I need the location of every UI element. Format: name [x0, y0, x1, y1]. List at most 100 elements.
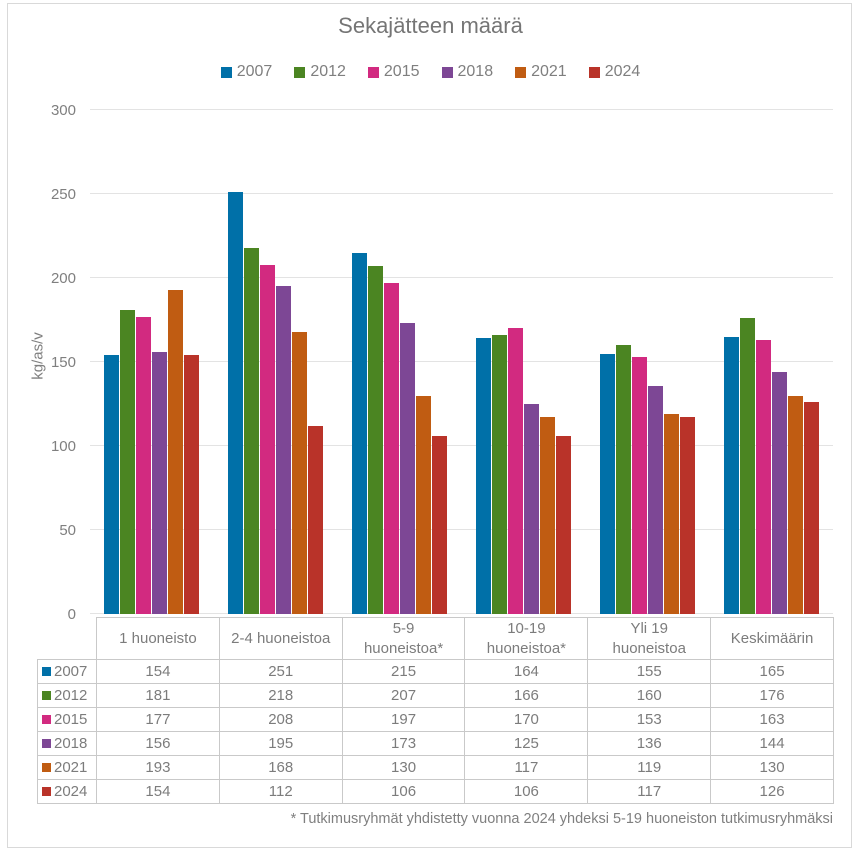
- table-corner-cell: [38, 618, 97, 660]
- bar-2015: [507, 328, 523, 614]
- y-tick-label-50: 50: [59, 522, 76, 539]
- legend-swatch-icon: [220, 66, 232, 78]
- table-row-2018: 2018 156 195 173 125 136 144: [37, 731, 834, 756]
- bar-2021: [416, 396, 432, 614]
- bar-2012: [244, 248, 260, 614]
- value-cell: 156: [96, 731, 220, 756]
- legend-swatch-icon: [294, 66, 306, 78]
- year-cell-2024: 2024: [37, 779, 97, 804]
- legend-item-2007: 2007: [220, 63, 273, 81]
- bar-2012: [120, 310, 136, 614]
- legend-label: 2021: [531, 63, 567, 80]
- year-swatch-icon: [42, 715, 51, 724]
- year-swatch-icon: [42, 763, 51, 772]
- legend-item-2012: 2012: [294, 63, 346, 81]
- gridline-200: [90, 277, 833, 278]
- value-cell: 168: [218, 755, 343, 780]
- category-header-2: 2-4 huoneistoa: [218, 617, 343, 660]
- bar-2015: [384, 283, 400, 614]
- value-cell: 112: [218, 779, 343, 804]
- value-cell: 117: [587, 779, 712, 804]
- value-cell: 126: [710, 779, 834, 804]
- value-cell: 155: [587, 659, 712, 684]
- gridline-0: [90, 613, 833, 614]
- bar-groups: [90, 110, 833, 614]
- bar-2024: [555, 436, 571, 614]
- legend-label: 2007: [236, 63, 273, 80]
- year-label: 2015: [54, 711, 88, 728]
- bar-2012: [491, 335, 507, 614]
- gridline-150: [90, 361, 833, 362]
- bar-2015: [755, 340, 771, 614]
- year-cell-2018: 2018: [37, 731, 97, 756]
- y-tick-label-300: 300: [50, 102, 76, 119]
- bar-group-1: [90, 110, 214, 614]
- value-cell: 165: [710, 659, 834, 684]
- bar-2015: [260, 265, 276, 614]
- bar-2018: [276, 286, 292, 614]
- y-tick-label-200: 200: [50, 270, 76, 287]
- y-tick-label-100: 100: [50, 438, 76, 455]
- legend-swatch-icon: [367, 66, 379, 78]
- chart-title: Sekajätteen määrä: [338, 13, 523, 38]
- bar-2007: [475, 338, 491, 614]
- legend-label: 2024: [604, 63, 641, 80]
- legend-item-2015: 2015: [367, 63, 420, 81]
- table-row-2024: 2024 154 112 106 106 117 126: [37, 779, 834, 804]
- value-cell: 106: [341, 779, 466, 804]
- value-cell: 164: [464, 659, 589, 684]
- bar-group-2: [214, 110, 338, 614]
- bar-group-4: [461, 110, 585, 614]
- table-row-2015: 2015 177 208 197 170 153 163: [37, 707, 834, 732]
- year-cell-2015: 2015: [37, 707, 97, 732]
- bar-2015: [136, 317, 152, 614]
- value-cell: 153: [587, 707, 712, 732]
- bar-2024: [184, 355, 200, 614]
- category-header-5: Yli 19 huoneistoa: [587, 617, 712, 660]
- bar-2024: [803, 402, 819, 614]
- year-swatch-icon: [42, 691, 51, 700]
- bar-2012: [615, 345, 631, 614]
- year-cell-2021: 2021: [37, 755, 97, 780]
- bar-group-5: [585, 110, 709, 614]
- bar-2007: [228, 192, 244, 614]
- year-label: 2021: [54, 759, 88, 776]
- plot-area: 0 50 100 150 200 250 300: [51, 102, 833, 623]
- value-cell: 195: [218, 731, 343, 756]
- value-cell: 207: [341, 683, 466, 708]
- bar-2007: [723, 337, 739, 614]
- value-cell: 208: [218, 707, 343, 732]
- data-table: 1 huoneisto 2-4 huoneistoa 5-9 huoneistoa*…: [37, 617, 834, 804]
- value-cell: 136: [587, 731, 712, 756]
- bar-2021: [787, 396, 803, 614]
- bar-2012: [739, 318, 755, 614]
- bar-2021: [292, 332, 308, 614]
- year-label: 2024: [54, 783, 88, 800]
- bar-2021: [168, 290, 184, 614]
- footnote: * Tutkimusryhmät yhdistetty vuonna 2024 …: [290, 811, 833, 827]
- year-cell-2007: 2007: [37, 659, 97, 684]
- table-row-2007: 2007 154 251 215 164 155 165: [37, 659, 834, 684]
- value-cell: 177: [96, 707, 220, 732]
- y-tick-label-150: 150: [50, 354, 76, 371]
- legend-label: 2012: [310, 63, 346, 80]
- value-cell: 251: [218, 659, 343, 684]
- value-cell: 119: [587, 755, 712, 780]
- y-tick-label-0: 0: [67, 606, 76, 623]
- value-cell: 130: [710, 755, 834, 780]
- value-cell: 163: [710, 707, 834, 732]
- value-cell: 125: [464, 731, 589, 756]
- legend-swatch-icon: [588, 66, 600, 78]
- gridline-250: [90, 193, 833, 194]
- value-cell: 117: [464, 755, 589, 780]
- value-cell: 144: [710, 731, 834, 756]
- bar-2024: [679, 417, 695, 614]
- bar-2024: [308, 426, 324, 614]
- year-cell-2012: 2012: [37, 683, 97, 708]
- bar-2007: [104, 355, 120, 614]
- value-cell: 166: [464, 683, 589, 708]
- legend-item-2018: 2018: [441, 63, 493, 81]
- category-header-6: Keskimäärin: [710, 617, 834, 660]
- value-cell: 193: [96, 755, 220, 780]
